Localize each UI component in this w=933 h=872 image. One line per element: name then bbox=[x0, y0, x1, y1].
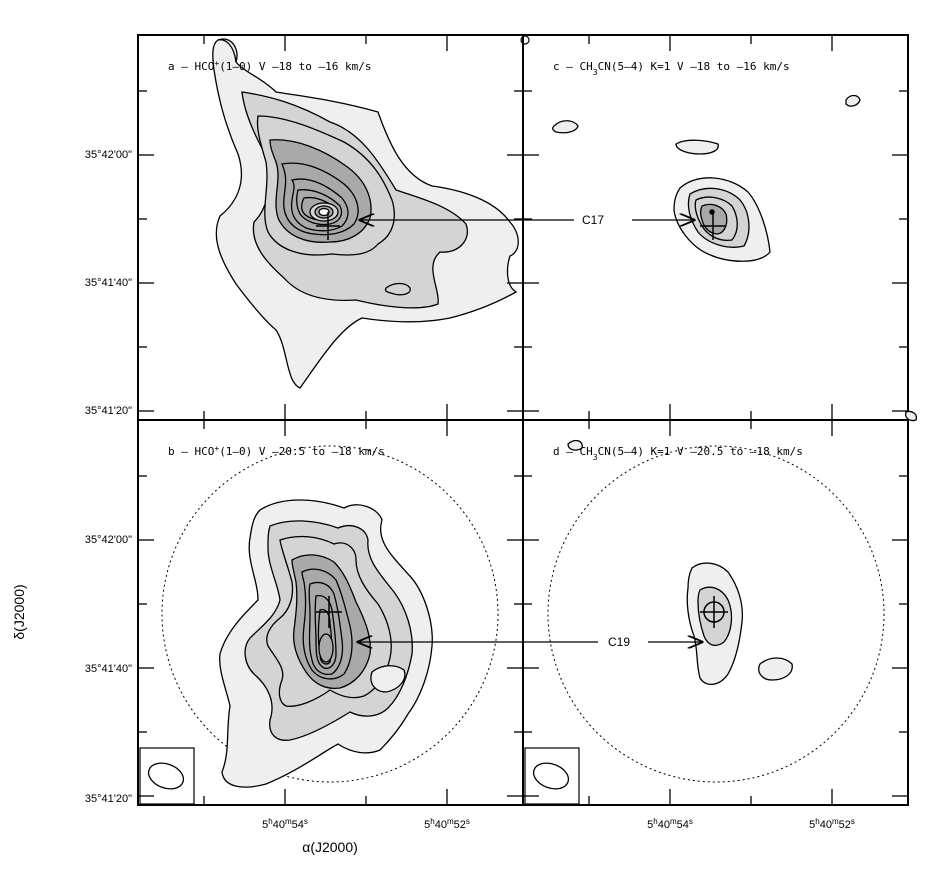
annotation-c17-label: C17 bbox=[582, 213, 604, 227]
x-tick-label-d-1: 5h40m54s bbox=[647, 817, 693, 832]
y-tick-label-a-2: 35°41'40" bbox=[85, 277, 132, 289]
panel-c-corner-artifact bbox=[520, 35, 530, 45]
panel-b-contours bbox=[219, 499, 433, 788]
panel-b-source-marker bbox=[316, 596, 342, 628]
panel-c-source-marker bbox=[700, 209, 726, 240]
axis-ticks bbox=[138, 35, 908, 805]
y-tick-label-a-3: 35°41'20" bbox=[85, 405, 132, 417]
panel-d-beam-box bbox=[524, 747, 580, 805]
x-tick-label-d-2: 5h40m52s bbox=[809, 817, 855, 832]
x-tick-label-b-2: 5h40m52s bbox=[424, 817, 470, 832]
x-tick-label-b-1: 5h40m54s bbox=[262, 817, 308, 832]
panel-a-title: a – HCO+(1–0) V –18 to –16 km/s bbox=[168, 59, 372, 74]
panel-d-source-marker bbox=[700, 596, 728, 628]
panel-d-frame bbox=[522, 419, 909, 806]
panel-c-title: c – CH3CN(5–4) K=1 V –18 to –16 km/s bbox=[553, 60, 790, 77]
panel-a-contours bbox=[212, 38, 519, 389]
y-tick-label-a-1: 35°42'00" bbox=[85, 149, 132, 161]
panel-b-primary-beam bbox=[161, 445, 499, 783]
panel-b-title: b – HCO+(1–0) V –20.5 to –18 km/s bbox=[168, 444, 385, 459]
annotation-c19: C19 bbox=[358, 630, 702, 652]
annotation-c19-label: C19 bbox=[608, 635, 630, 649]
y-tick-label-b-1: 35°42'00" bbox=[85, 534, 132, 546]
annotation-c17: C17 bbox=[360, 208, 694, 230]
y-tick-label-b-2: 35°41'40" bbox=[85, 663, 132, 675]
panel-d-title: d – CH3CN(5–4) K=1 V –20.5 to –18 km/s bbox=[553, 445, 803, 462]
y-tick-label-b-3: 35°41'20" bbox=[85, 793, 132, 805]
panel-b-beam-box bbox=[139, 747, 195, 805]
panel-c-contours bbox=[552, 94, 918, 422]
panel-a-source-marker bbox=[316, 212, 340, 240]
panel-d-primary-beam bbox=[547, 445, 885, 783]
x-axis-title: α(J2000) bbox=[302, 839, 358, 855]
y-axis-title: δ(J2000) bbox=[11, 584, 27, 639]
